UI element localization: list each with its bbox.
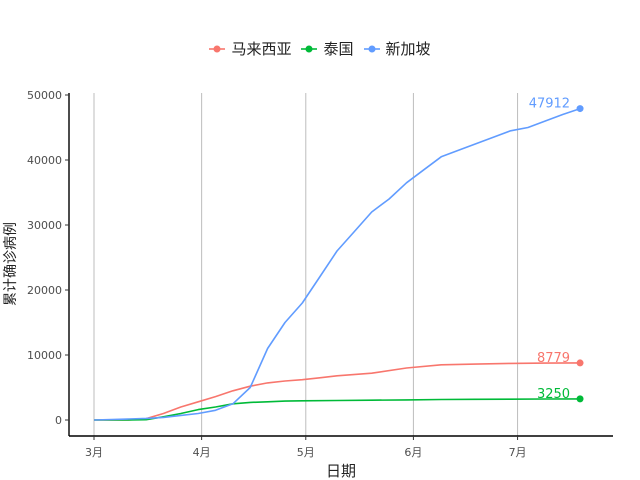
legend-key-malaysia [209, 45, 226, 52]
y-tick-label: 20000 [27, 284, 62, 297]
x-axis-title: 日期 [326, 462, 356, 480]
series-end-label: 47912 [529, 97, 570, 112]
x-tick-label: 5月 [297, 446, 315, 459]
grid-lines [93, 93, 519, 436]
y-axis-title: 累计确诊病例 [3, 222, 19, 306]
x-tick-label: 3月 [85, 446, 103, 459]
legend-label-singapore: 新加坡 [385, 40, 431, 58]
y-tick-label: 0 [55, 414, 62, 427]
series-1: 3250 [93, 387, 584, 421]
series-line [93, 398, 581, 421]
legend-label-thailand: 泰国 [323, 40, 354, 58]
series-end-point [576, 395, 584, 403]
series-0: 8779 [93, 351, 584, 421]
y-tick-label: 10000 [27, 349, 62, 362]
legend: 马来西亚 泰国 新加坡 [0, 38, 640, 59]
series-end-point [576, 105, 584, 113]
legend-label-malaysia: 马来西亚 [231, 40, 292, 58]
x-ticks: 3月 4月 5月 6月 7月 [85, 436, 527, 459]
series-line [93, 107, 581, 421]
x-tick-label: 4月 [193, 446, 211, 459]
y-tick-label: 50000 [27, 89, 62, 102]
series-layer: 8779 3250 47912 [93, 97, 584, 421]
y-tick-label: 40000 [27, 154, 62, 167]
legend-item-malaysia: 马来西亚 [209, 38, 291, 59]
legend-key-singapore [363, 45, 380, 52]
legend-key-thailand [301, 45, 318, 52]
legend-item-singapore: 新加坡 [363, 38, 431, 59]
y-ticks: 0 10000 20000 30000 40000 50000 [27, 89, 69, 427]
series-line [93, 362, 581, 421]
series-2: 47912 [93, 97, 584, 421]
series-end-point [576, 359, 584, 367]
axes [68, 93, 613, 437]
series-end-label: 8779 [537, 351, 570, 366]
series-end-label: 3250 [537, 387, 570, 402]
y-tick-label: 30000 [27, 219, 62, 232]
x-tick-label: 6月 [404, 446, 422, 459]
legend-item-thailand: 泰国 [301, 38, 354, 59]
x-tick-label: 7月 [509, 446, 527, 459]
